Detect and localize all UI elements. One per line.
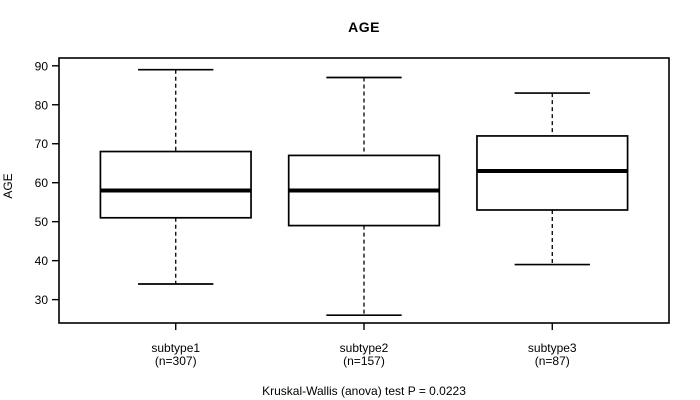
y-tick-label: 80 <box>35 98 49 112</box>
y-tick-label: 30 <box>35 293 49 307</box>
y-tick-label: 50 <box>35 215 49 229</box>
x-category-label: subtype2 <box>340 341 389 355</box>
y-tick-label: 40 <box>35 254 49 268</box>
x-category-sublabel: (n=307) <box>155 354 197 368</box>
x-category-sublabel: (n=157) <box>343 354 385 368</box>
y-tick-label: 90 <box>35 59 49 73</box>
annotation-text: Kruskal-Wallis (anova) test P = 0.0223 <box>262 384 466 398</box>
iqr-box <box>99 150 252 219</box>
x-category-sublabel: (n=87) <box>535 354 570 368</box>
y-tick-label: 60 <box>35 176 49 190</box>
chart-title: AGE <box>348 19 380 35</box>
y-tick-label: 70 <box>35 137 49 151</box>
x-category-label: subtype3 <box>528 341 577 355</box>
x-category-label: subtype1 <box>151 341 200 355</box>
